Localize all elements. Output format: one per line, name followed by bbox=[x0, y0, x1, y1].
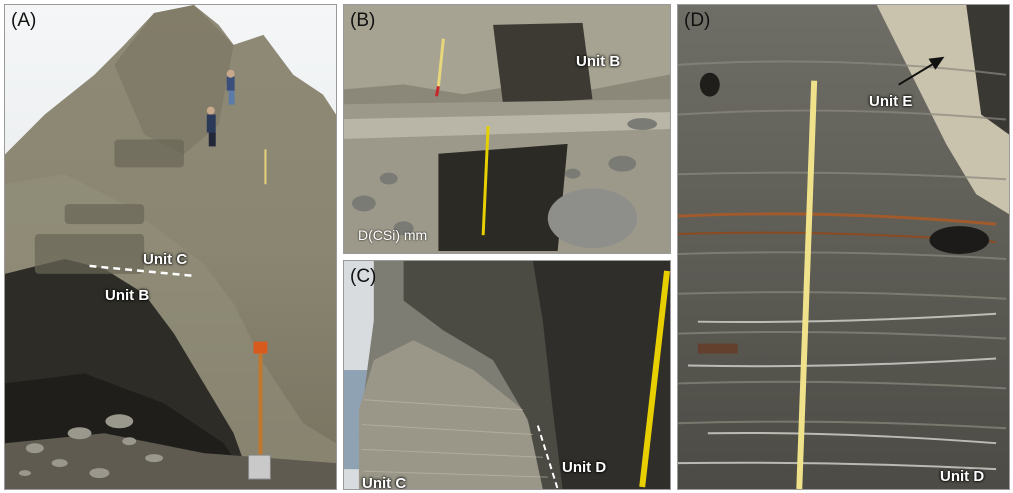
unit-label-b-panel-b: Unit B bbox=[576, 53, 621, 70]
photo-panel-d: (D) Unit E Unit D bbox=[677, 4, 1010, 490]
outcrop-photo-d bbox=[678, 5, 1009, 489]
unit-label-c: Unit C bbox=[143, 251, 188, 268]
unit-label-d-panel-d: Unit D bbox=[940, 468, 985, 485]
outcrop-photo-a bbox=[5, 5, 336, 489]
scale-label: D(CSi) mm bbox=[358, 227, 428, 243]
unit-label-c-panel-c: Unit C bbox=[362, 475, 407, 490]
panel-label-c: (C) bbox=[350, 266, 377, 287]
unit-label-d-panel-c: Unit D bbox=[562, 459, 607, 476]
photo-panel-b: (B) Unit B D(CSi) mm bbox=[343, 4, 671, 254]
photo-panel-a: (A) Unit C Unit B bbox=[4, 4, 337, 490]
panel-label-d: (D) bbox=[684, 10, 711, 31]
outcrop-photo-c bbox=[344, 261, 670, 489]
outcrop-photo-b bbox=[344, 5, 670, 253]
photo-panel-c: (C) Unit C Unit D bbox=[343, 260, 671, 490]
panel-label-a: (A) bbox=[11, 10, 37, 31]
unit-label-e: Unit E bbox=[869, 93, 913, 110]
unit-label-b: Unit B bbox=[105, 287, 150, 304]
panel-label-b: (B) bbox=[350, 10, 376, 31]
